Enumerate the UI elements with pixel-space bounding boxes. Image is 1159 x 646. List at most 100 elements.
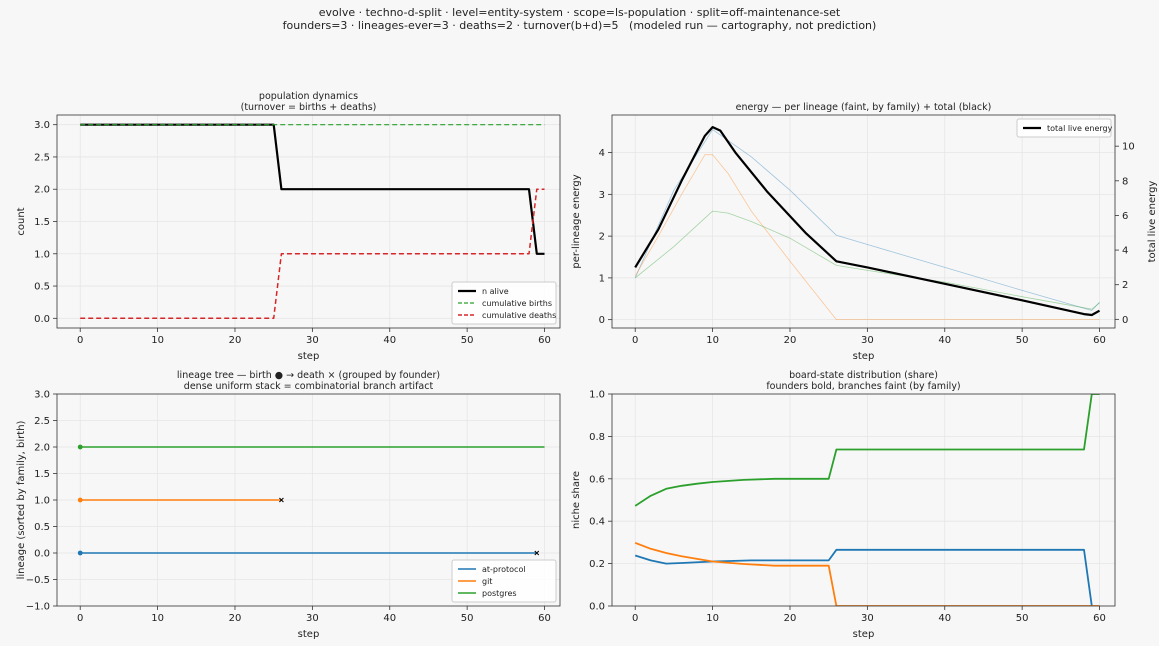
legend-label: n alive	[482, 287, 509, 296]
series-line-at-protocol	[634, 548, 1093, 606]
y2-tick-label: 6	[1122, 211, 1128, 222]
x-tick-label: 0	[77, 613, 83, 624]
x-tick-label: 40	[938, 335, 951, 346]
y-axis-label: lineage (sorted by family, birth)	[16, 420, 27, 579]
death-marker-at-protocol	[534, 550, 540, 556]
x-tick-label: 0	[632, 613, 638, 624]
y-tick-label: 2.0	[34, 443, 50, 454]
panel-population: 0 10 20 30 40 50 60 0.0 0.5 1.0 1.5 2.0 2.5 3.0 step co…	[16, 91, 561, 362]
x-tick-label: 10	[151, 613, 164, 624]
y-tick-label: 0.5	[34, 522, 50, 533]
birth-marker-postgres	[77, 444, 83, 450]
panel-title: population dynamics	[259, 91, 358, 102]
y-tick-label: 0.0	[34, 314, 50, 325]
y-tick-label: 1.0	[589, 390, 605, 401]
series-line-postgres	[634, 394, 1100, 507]
legend-box	[451, 559, 557, 603]
x-tick-label: 60	[538, 335, 551, 346]
x-tick-label: 50	[1016, 335, 1029, 346]
y2-tick-label: 4	[1122, 246, 1128, 257]
panel-energy: 0 10 20 30 40 50 60012340246810stepper-lineage…	[571, 102, 1158, 362]
y-tick-label: 1.0	[34, 496, 50, 507]
x-tick-label: 30	[861, 335, 874, 346]
y2-axis-label: total live energy	[1147, 181, 1158, 263]
x-tick-label: 10	[706, 335, 719, 346]
x-tick-label: 50	[461, 335, 474, 346]
x-tick-label: 0	[77, 335, 83, 346]
legend: at-protocol git postgres	[451, 559, 557, 603]
series-line-git	[634, 541, 1100, 606]
y-tick-label: 2	[599, 232, 605, 243]
y-tick-label: 3.0	[34, 390, 50, 401]
y-tick-label: 0.0	[34, 549, 50, 560]
y-tick-label: 0	[599, 315, 605, 326]
x-tick-label: 60	[538, 613, 551, 624]
y-tick-label: 0.0	[589, 602, 605, 613]
x-tick-label: 20	[229, 335, 242, 346]
plot-area	[612, 394, 1115, 606]
legend-label: postgres	[482, 589, 517, 598]
x-tick-label: 60	[1093, 335, 1106, 346]
x-axis-label: step	[853, 351, 875, 362]
y2-tick-label: 10	[1122, 142, 1135, 153]
panel-title: (turnover = births + deaths)	[241, 102, 377, 113]
panel-title: dense uniform stack = combinatorial bran…	[184, 381, 434, 392]
figure-title: evolve · techno-d-split · level=entity-s…	[0, 6, 1159, 32]
x-tick-label: 40	[938, 613, 951, 624]
series-line-postgres	[634, 210, 1100, 310]
panel-title: board-state distribution (share)	[789, 370, 938, 381]
death-marker-git	[279, 497, 284, 503]
x-tick-label: 40	[383, 613, 396, 624]
legend: total live energy	[1016, 118, 1113, 138]
y-tick-label: 0.8	[589, 432, 605, 443]
y-tick-label: 1.5	[34, 217, 50, 228]
plot-frame	[56, 393, 561, 607]
x-tick-label: 50	[461, 613, 474, 624]
x-tick-label: 10	[706, 613, 719, 624]
y-tick-label: −1.0	[26, 602, 50, 613]
x-tick-label: 30	[306, 613, 319, 624]
legend-label: total live energy	[1047, 124, 1113, 133]
x-tick-label: 20	[784, 613, 797, 624]
x-tick-label: 0	[632, 335, 638, 346]
panel-lineage-tree: 0 10 20 30 40 50 60 −1.0 −0.5 0.0 0.5 1.0 1.5 2.0 2.5 3…	[16, 370, 561, 640]
y-tick-label: 2.5	[34, 152, 50, 163]
x-tick-label: 20	[229, 613, 242, 624]
x-tick-label: 50	[1016, 613, 1029, 624]
y-axis-label: per-lineage energy	[571, 174, 582, 268]
y-tick-label: 0.4	[589, 517, 605, 528]
panel-title: lineage tree — birth ● → death × (groupe…	[177, 370, 440, 381]
series-line-at-protocol	[634, 129, 1100, 311]
legend: n alive cumulative births cumulative death…	[451, 281, 557, 325]
legend-label: cumulative deaths	[482, 311, 556, 320]
y2-tick-label: 8	[1122, 176, 1128, 187]
series-group	[634, 394, 1100, 606]
y-tick-label: 0.2	[589, 559, 605, 570]
y-tick-label: 0.6	[589, 474, 605, 485]
x-tick-label: 20	[784, 335, 797, 346]
series-group	[634, 125, 1101, 321]
series-group	[77, 444, 545, 556]
legend-box	[1016, 118, 1112, 138]
y-tick-label: 1.0	[34, 249, 50, 260]
x-tick-label: 40	[383, 335, 396, 346]
panel-title: founders bold, branches faint (by family…	[766, 381, 960, 392]
legend-box	[451, 281, 557, 325]
x-axis-label: step	[853, 629, 875, 640]
plot-frame	[611, 393, 1116, 607]
x-tick-label: 30	[306, 335, 319, 346]
plot-frame	[611, 114, 1116, 329]
legend-label: cumulative births	[482, 299, 552, 308]
y2-tick-label: 2	[1122, 280, 1128, 291]
series-line-total-live-energy	[634, 125, 1101, 317]
birth-marker-at-protocol	[77, 550, 83, 556]
legend-label: at-protocol	[482, 565, 526, 574]
x-axis-label: step	[298, 351, 320, 362]
y-tick-label: 2.0	[34, 185, 50, 196]
y-axis-label: niche share	[571, 471, 582, 529]
panel-title: energy — per lineage (faint, by family) …	[736, 102, 992, 113]
y-axis-label: count	[16, 207, 27, 235]
x-tick-label: 60	[1093, 613, 1106, 624]
x-axis-label: step	[298, 629, 320, 640]
